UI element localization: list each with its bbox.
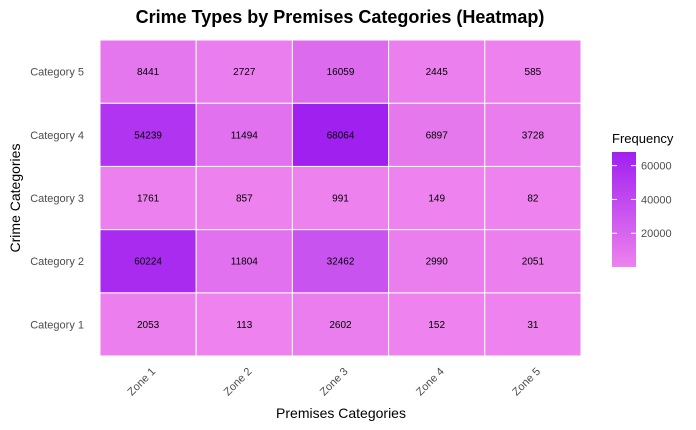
cell-value-label: 2727 bbox=[233, 67, 256, 78]
heatmap-cell bbox=[388, 229, 486, 294]
cell-value-label: 149 bbox=[428, 194, 445, 205]
cell-value-label: 2051 bbox=[522, 257, 545, 268]
heatmap-cell bbox=[388, 165, 486, 231]
x-tick-label: Zone 3 bbox=[318, 366, 351, 399]
heatmap-cell bbox=[99, 39, 197, 104]
y-tick-label: Category 5 bbox=[30, 67, 84, 79]
legend: Frequency 20000 40000 60000 bbox=[612, 131, 674, 267]
cell-value-label: 2053 bbox=[137, 320, 160, 331]
x-axis-title: Premises Categories bbox=[276, 405, 406, 421]
cell-value-label: 585 bbox=[525, 67, 542, 78]
heatmap-cell bbox=[484, 39, 582, 104]
cell-value-label: 82 bbox=[527, 194, 539, 205]
cell-value-label: 2990 bbox=[426, 257, 449, 268]
y-tick-label: Category 4 bbox=[30, 130, 84, 142]
heatmap-cell bbox=[388, 39, 486, 104]
x-tick-label: Zone 5 bbox=[510, 366, 543, 399]
heatmap-cell bbox=[195, 102, 293, 167]
cell-value-label: 11804 bbox=[231, 257, 259, 268]
cell-value-label: 31 bbox=[527, 320, 539, 331]
legend-tick-label: 20000 bbox=[641, 228, 672, 240]
x-axis-tick-labels: Zone 1 Zone 2 Zone 3 Zone 4 Zone 5 bbox=[126, 366, 544, 399]
cell-value-label: 6897 bbox=[426, 130, 449, 141]
heatmap-cell bbox=[484, 229, 582, 294]
y-tick-label: Category 3 bbox=[30, 193, 84, 205]
cell-value-label: 54239 bbox=[134, 130, 162, 141]
cell-value-label: 2602 bbox=[329, 320, 352, 331]
cell-value-label: 8441 bbox=[137, 67, 160, 78]
heatmap-cell bbox=[99, 292, 197, 357]
cell-value-label: 60224 bbox=[134, 257, 162, 268]
legend-tick-label: 60000 bbox=[641, 161, 672, 173]
cell-value-label: 32462 bbox=[327, 257, 355, 268]
x-tick-label: Zone 2 bbox=[222, 366, 255, 399]
heatmap-cell bbox=[291, 229, 390, 294]
y-axis-title: Crime Categories bbox=[7, 144, 23, 253]
cell-value-label: 16059 bbox=[327, 67, 355, 78]
cell-value-label: 1761 bbox=[137, 194, 160, 205]
cell-value-label: 857 bbox=[236, 194, 253, 205]
legend-tick-label: 40000 bbox=[641, 194, 672, 206]
cell-value-label: 2445 bbox=[426, 67, 449, 78]
cell-value-label: 3728 bbox=[522, 130, 545, 141]
heatmap-cell bbox=[195, 165, 293, 231]
heatmap-cell bbox=[99, 229, 197, 294]
cell-value-label: 11494 bbox=[231, 130, 259, 141]
heatmap-cell bbox=[484, 292, 582, 357]
chart-title: Crime Types by Premises Categories (Heat… bbox=[136, 7, 545, 27]
legend-title: Frequency bbox=[612, 131, 674, 146]
heatmap-cell-labels: 2053 113 2602 152 31 60224 11804 32462 2990 2051 1… bbox=[134, 67, 544, 331]
heatmap-cell bbox=[484, 102, 582, 167]
legend-ticks: 20000 40000 60000 bbox=[612, 161, 672, 240]
cell-value-label: 113 bbox=[236, 320, 252, 331]
heatmap-cell bbox=[484, 165, 582, 231]
y-tick-label: Category 2 bbox=[30, 256, 84, 268]
heatmap-cells bbox=[99, 39, 582, 357]
y-tick-label: Category 1 bbox=[30, 319, 84, 331]
heatmap-cell bbox=[195, 229, 293, 294]
heatmap-cell bbox=[99, 165, 197, 231]
legend-colorbar bbox=[612, 152, 636, 267]
x-tick-label: Zone 4 bbox=[414, 366, 447, 399]
cell-value-label: 68064 bbox=[327, 130, 355, 141]
cell-value-label: 991 bbox=[332, 194, 349, 205]
heatmap-cell bbox=[291, 39, 390, 104]
y-axis-tick-labels: Category 1 Category 2 Category 3 Category 4… bbox=[30, 67, 84, 332]
cell-value-label: 152 bbox=[428, 320, 445, 331]
x-tick-label: Zone 1 bbox=[126, 366, 159, 399]
heatmap-cell bbox=[291, 165, 390, 231]
